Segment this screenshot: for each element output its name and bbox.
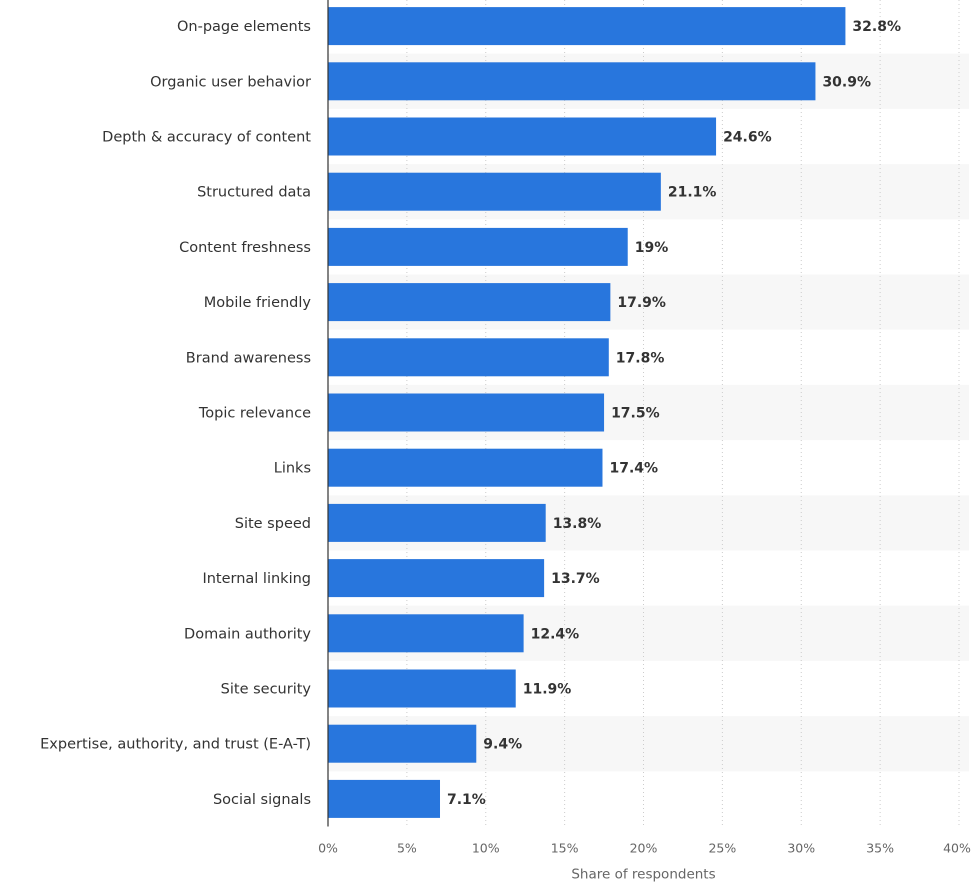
bar[interactable] bbox=[328, 62, 816, 101]
value-label: 17.4% bbox=[609, 461, 658, 477]
bar[interactable] bbox=[328, 338, 609, 377]
bar[interactable] bbox=[328, 614, 524, 653]
bar[interactable] bbox=[328, 448, 603, 487]
category-label: Mobile friendly bbox=[204, 295, 312, 311]
value-label: 21.1% bbox=[668, 185, 717, 201]
category-labels: On-page elements Organic user behavior Dep… bbox=[40, 19, 311, 808]
x-tick-label: 0% bbox=[318, 841, 338, 856]
x-tick-label: 25% bbox=[708, 841, 736, 856]
bar[interactable] bbox=[328, 724, 477, 763]
x-axis-ticks: 0% 5% 10% 15% 20% 25% 30% 35% 40% bbox=[318, 841, 971, 856]
bar[interactable] bbox=[328, 393, 605, 432]
value-label: 9.4% bbox=[483, 737, 522, 753]
value-label: 17.9% bbox=[617, 295, 666, 311]
value-label: 7.1% bbox=[447, 792, 486, 808]
category-label: Structured data bbox=[197, 185, 311, 201]
x-tick-label: 30% bbox=[787, 841, 815, 856]
category-label: Expertise, authority, and trust (E-A-T) bbox=[40, 737, 311, 753]
x-tick-label: 20% bbox=[630, 841, 658, 856]
bar[interactable] bbox=[328, 172, 661, 211]
value-label: 32.8% bbox=[852, 19, 901, 35]
bar[interactable] bbox=[328, 559, 545, 598]
category-label: Links bbox=[274, 461, 311, 477]
value-label: 30.9% bbox=[822, 74, 871, 90]
value-label: 13.7% bbox=[551, 571, 600, 587]
category-label: Topic relevance bbox=[198, 406, 311, 422]
bar[interactable] bbox=[328, 227, 628, 266]
value-label: 24.6% bbox=[723, 130, 772, 146]
bar[interactable] bbox=[328, 503, 546, 542]
bars bbox=[328, 7, 846, 818]
category-label: Content freshness bbox=[179, 240, 311, 256]
x-tick-label: 40% bbox=[943, 841, 971, 856]
category-label: Depth & accuracy of content bbox=[102, 130, 311, 146]
x-tick-label: 15% bbox=[551, 841, 579, 856]
x-tick-label: 10% bbox=[472, 841, 500, 856]
category-label: Domain authority bbox=[184, 626, 311, 642]
category-label: Site security bbox=[221, 682, 312, 698]
value-label: 12.4% bbox=[531, 626, 580, 642]
category-label: Internal linking bbox=[202, 571, 311, 587]
bar[interactable] bbox=[328, 7, 846, 46]
value-label: 19% bbox=[635, 240, 669, 256]
value-label: 17.8% bbox=[616, 350, 665, 366]
bar[interactable] bbox=[328, 283, 611, 322]
bar[interactable] bbox=[328, 117, 717, 156]
x-tick-label: 5% bbox=[397, 841, 417, 856]
value-label: 17.5% bbox=[611, 406, 660, 422]
category-label: Social signals bbox=[213, 792, 311, 808]
bar[interactable] bbox=[328, 669, 516, 708]
category-label: Organic user behavior bbox=[150, 74, 311, 90]
value-label: 13.8% bbox=[553, 516, 602, 532]
x-tick-label: 35% bbox=[866, 841, 894, 856]
bar[interactable] bbox=[328, 779, 441, 818]
category-label: Site speed bbox=[235, 516, 311, 532]
category-label: On-page elements bbox=[177, 19, 311, 35]
value-label: 11.9% bbox=[523, 682, 572, 698]
category-label: Brand awareness bbox=[186, 350, 311, 366]
value-labels: 32.8% 30.9% 24.6% 21.1% 19% 17.9% 17.8% 17.5% 17… bbox=[447, 19, 901, 808]
x-axis-title: Share of respondents bbox=[571, 867, 715, 882]
